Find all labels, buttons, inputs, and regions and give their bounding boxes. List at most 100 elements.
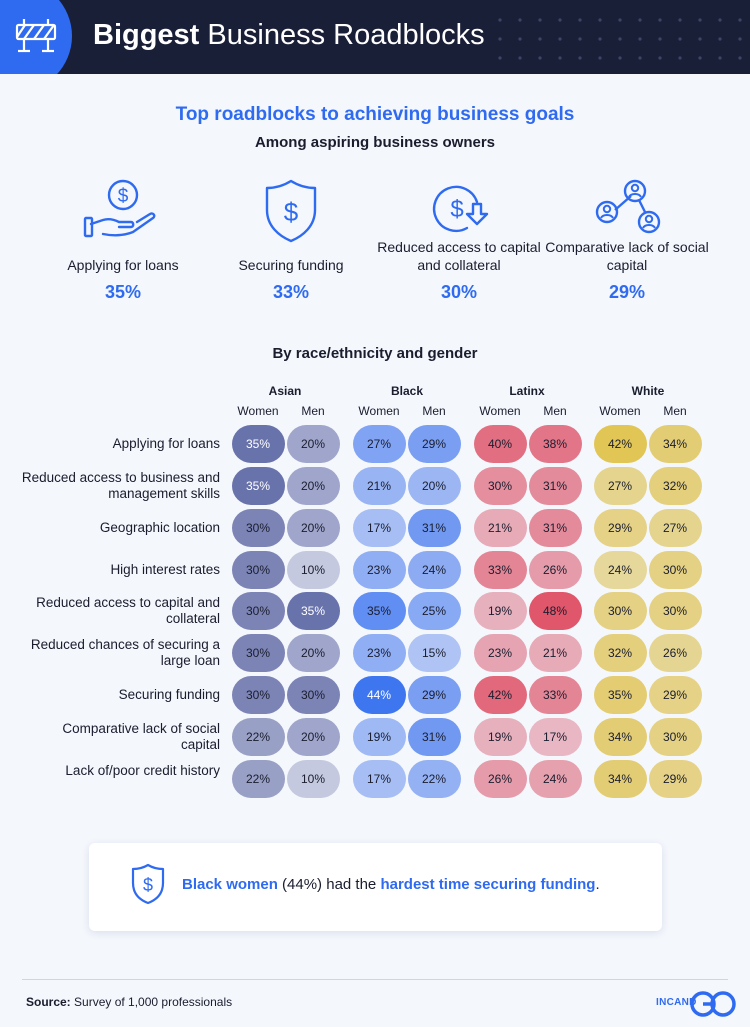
decorative-dot [558,56,562,60]
heatmap-cell: 21% [473,509,527,547]
heatmap-cell: 35% [593,676,647,714]
heatmap-cell: 20% [286,718,340,756]
heatmap-cell: 24% [593,551,647,589]
decorative-dot [598,18,602,22]
heatmap-cell: 44% [352,676,406,714]
heatmap-cell: 30% [648,592,702,630]
heatmap-cell: 29% [593,509,647,547]
heatmap-cell: 24% [528,760,582,798]
row-label: Comparative lack of social capital [62,721,220,752]
heatmap-cell: 17% [352,760,406,798]
heatmap-cell: 29% [648,760,702,798]
gender-label: Men [663,404,687,418]
chart-subtitle: Among aspiring business owners [254,134,496,151]
heatmap-cell: 30% [473,467,527,505]
gender-label: Men [543,404,567,418]
logo-text: INCAND [656,997,697,1008]
heatmap-cell: 31% [407,509,461,547]
heatmap-cell: 30% [593,592,647,630]
top-item-value: 35% [104,282,142,302]
decorative-dot [738,56,742,60]
decorative-dot [578,37,582,41]
heatmap-cell: 10% [286,551,340,589]
heatmap-cell: 27% [648,509,702,547]
footer-divider [22,979,728,980]
heatmap-cell: 40% [473,425,527,463]
heatmap-title: By race/ethnicity and gender [272,345,478,362]
group-label: White [631,384,665,398]
heatmap-cell: 26% [528,551,582,589]
decorative-dot [538,56,542,60]
row-label: Reduced access to business and managemen… [21,470,220,501]
heatmap-cell: 30% [231,592,285,630]
heatmap-cell: 27% [352,425,406,463]
decorative-dot [658,37,662,41]
heatmap-cell: 19% [473,718,527,756]
heatmap-cell: 27% [593,467,647,505]
top-item-loans: $ Applying for loans 35% [38,178,208,302]
decorative-dot [678,37,682,41]
top-item-value: 29% [608,282,646,302]
decorative-dot [698,37,702,41]
group-label: Latinx [509,384,545,398]
heatmap-cell: 22% [231,718,285,756]
top-item-label: Securing funding [238,257,344,273]
top-item-label: Applying for loans [67,257,179,273]
heatmap-cell: 42% [473,676,527,714]
heatmap-cell: 38% [528,425,582,463]
decorative-dot [558,18,562,22]
heatmap-cell: 42% [593,425,647,463]
heatmap-cell: 26% [648,634,702,672]
decorative-dot [698,18,702,22]
top-item-value: 33% [272,282,310,302]
top-item-capital: $ Reduced access to capital and collater… [374,178,544,302]
heatmap-cell: 23% [352,634,406,672]
heatmap-cell: 22% [407,760,461,798]
hand-coin-icon: $ [83,179,156,238]
shield-dollar-icon: $ [131,863,165,905]
decorative-dot [718,56,722,60]
row-label: Geographic location [99,520,220,535]
heatmap-cell: 30% [648,551,702,589]
decorative-dot [498,18,502,22]
decorative-dot [618,37,622,41]
decorative-dot [638,56,642,60]
decorative-dots [498,18,742,60]
logo-mark-icon [690,991,736,1017]
heatmap-cell: 35% [352,592,406,630]
heatmap-cell: 30% [231,634,285,672]
heatmap-cell: 20% [286,425,340,463]
group-label: Black [390,384,424,398]
decorative-dot [658,18,662,22]
heatmap-cell: 17% [528,718,582,756]
chart-title: Top roadblocks to achieving business goa… [175,104,575,125]
top-item-label: Reduced access to capital and collateral [377,239,541,273]
top-item-value: 30% [440,282,478,302]
decorative-dot [498,37,502,41]
decorative-dot [738,18,742,22]
road-barrier-icon [15,19,57,53]
heatmap-cell: 20% [286,634,340,672]
heatmap-cell: 30% [231,509,285,547]
decorative-dot [598,37,602,41]
heatmap-cell: 35% [286,592,340,630]
heatmap-cell: 34% [593,718,647,756]
decorative-dot [578,56,582,60]
heatmap-cell: 19% [352,718,406,756]
heatmap-cell: 48% [528,592,582,630]
decorative-dot [618,18,622,22]
heatmap-cell: 15% [407,634,461,672]
heatmap-cell: 30% [648,718,702,756]
heatmap-cell: 33% [473,551,527,589]
top-item-label: Comparative lack of social capital [545,239,709,273]
decorative-dot [518,37,522,41]
heatmap-cell: 20% [286,509,340,547]
heatmap-cell: 23% [352,551,406,589]
decorative-dot [558,37,562,41]
decorative-dot [498,56,502,60]
heatmap-cell: 32% [648,467,702,505]
decorative-dot [718,37,722,41]
heatmap-cell: 24% [407,551,461,589]
heatmap-cell: 35% [231,467,285,505]
heatmap-cell: 31% [528,467,582,505]
